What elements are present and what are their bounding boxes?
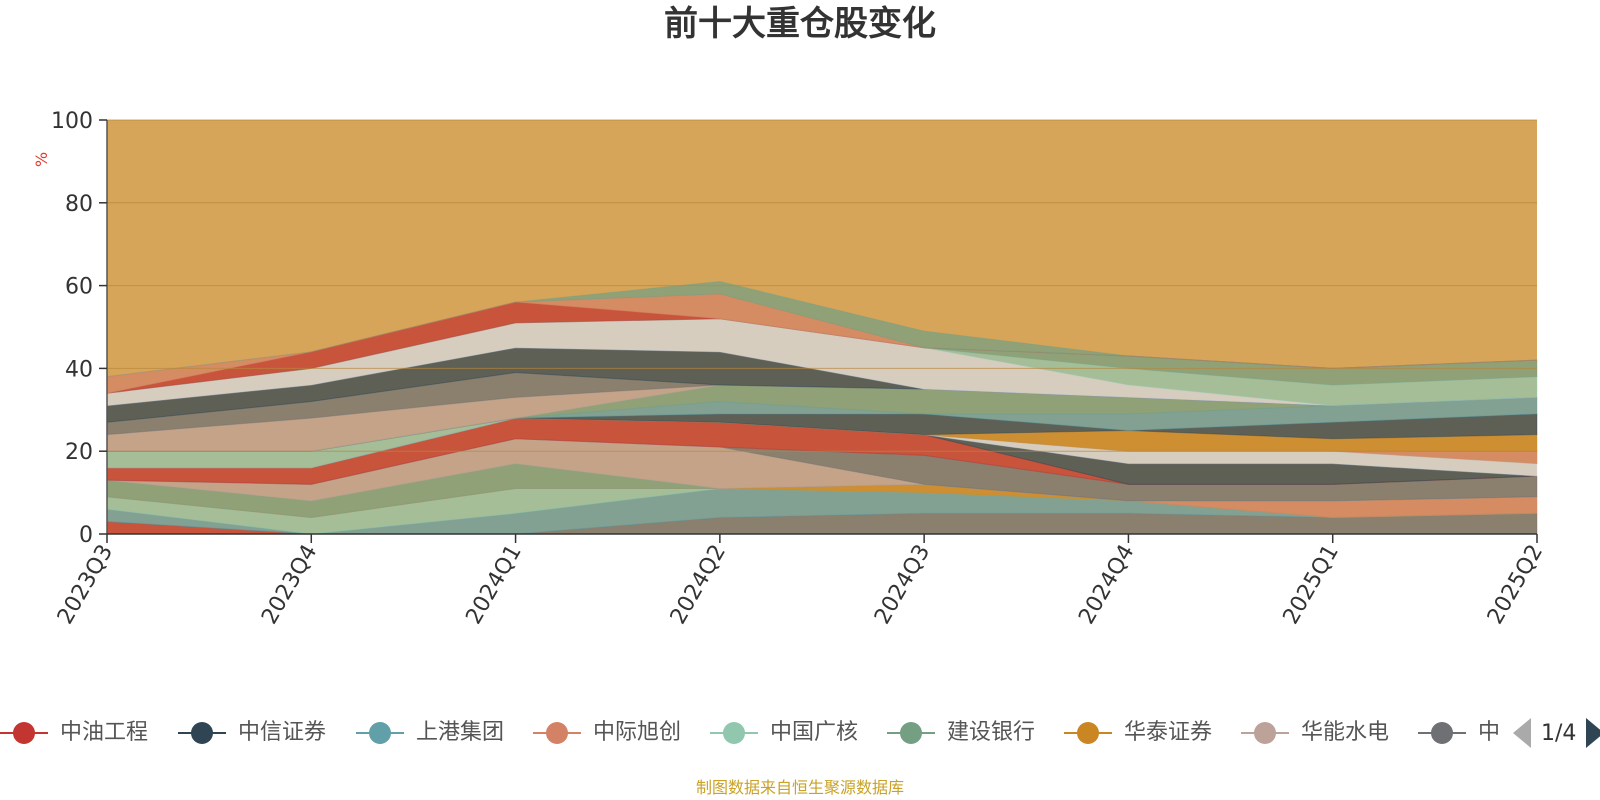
legend-marker-icon [1418,715,1466,751]
legend-item-5[interactable]: 建设银行 [887,715,1035,751]
x-tick-label-2024Q3: 2024Q3 [870,541,935,629]
x-tick-label-2024Q4: 2024Q4 [1074,541,1139,629]
legend-item-0[interactable]: 中油工程 [0,715,148,751]
legend-page-indicator: 1/4 [1541,720,1577,746]
y-tick-label-60: 60 [65,275,93,300]
legend-label: 华能水电 [1301,720,1390,745]
x-tick-label-2025Q1: 2025Q1 [1279,541,1344,629]
area-series-14 [107,417,1538,452]
legend-label: 中油工程 [60,720,149,745]
legend-label: 中信证券 [238,720,327,745]
area-series-8 [106,438,1538,502]
legend-item-8[interactable]: 中 [1418,715,1500,751]
legend-marker-icon [1064,715,1112,751]
x-tick-label-2024Q2: 2024Q2 [666,541,731,629]
x-tick-label-2023Q4: 2023Q4 [257,541,322,629]
x-tick-label-2023Q3: 2023Q3 [53,541,118,629]
legend-marker-icon [178,715,226,751]
legend-item-2[interactable]: 上港集团 [356,715,504,751]
legend-pager: 1/4 [1505,715,1600,751]
legend-item-4[interactable]: 中国广核 [710,715,858,751]
legend-label: 上港集团 [416,720,505,745]
x-tick-label-2025Q2: 2025Q2 [1483,541,1548,629]
y-tick-label-100: 100 [51,109,93,134]
chart-title: 前十大重仓股变化 [664,4,936,44]
legend-label: 中际旭创 [593,720,682,745]
y-tick-label-20: 20 [65,440,93,465]
y-tick-label-40: 40 [65,357,93,382]
legend-next-page-icon[interactable] [1586,718,1600,748]
area-series-11 [107,417,1538,477]
legend-marker-icon [1241,715,1289,751]
stacked-area-chart: 0 20 40 60 80 100 2023Q3 2023Q4 2024Q1 2024Q2 2024… [51,109,1548,629]
legend-marker-icon [887,715,935,751]
legend-marker-icon [0,715,48,751]
legend-item-6[interactable]: 华泰证券 [1064,715,1212,751]
legend-label: 华泰证券 [1124,720,1213,745]
area-series-15 [107,413,1538,452]
legend-item-3[interactable]: 中际旭创 [533,715,681,751]
legend: 中油工程 中信证券 上港集团 中际旭创 中国广核 建设银行 华泰证券 华能水电 中 [0,715,1600,751]
legend-marker-icon [356,715,404,751]
y-tick-label-0: 0 [79,523,93,548]
legend-marker-icon [533,715,581,751]
legend-marker-icon [710,715,758,751]
area-series-22 [106,318,1538,407]
area-series-26 [106,280,1538,378]
x-tick-label-2024Q1: 2024Q1 [461,541,526,629]
legend-prev-page-icon[interactable] [1513,718,1531,748]
legend-item-1[interactable]: 中信证券 [178,715,326,751]
legend-label: 中国广核 [770,720,859,745]
y-tick-label-80: 80 [65,192,93,217]
area-series-13 [107,417,1538,465]
area-series-12 [106,417,1538,469]
legend-item-7[interactable]: 华能水电 [1241,715,1389,751]
legend-label: 中 [1478,720,1501,745]
legend-label: 建设银行 [947,720,1036,745]
source-note: 制图数据来自恒生聚源数据库 [695,778,904,797]
